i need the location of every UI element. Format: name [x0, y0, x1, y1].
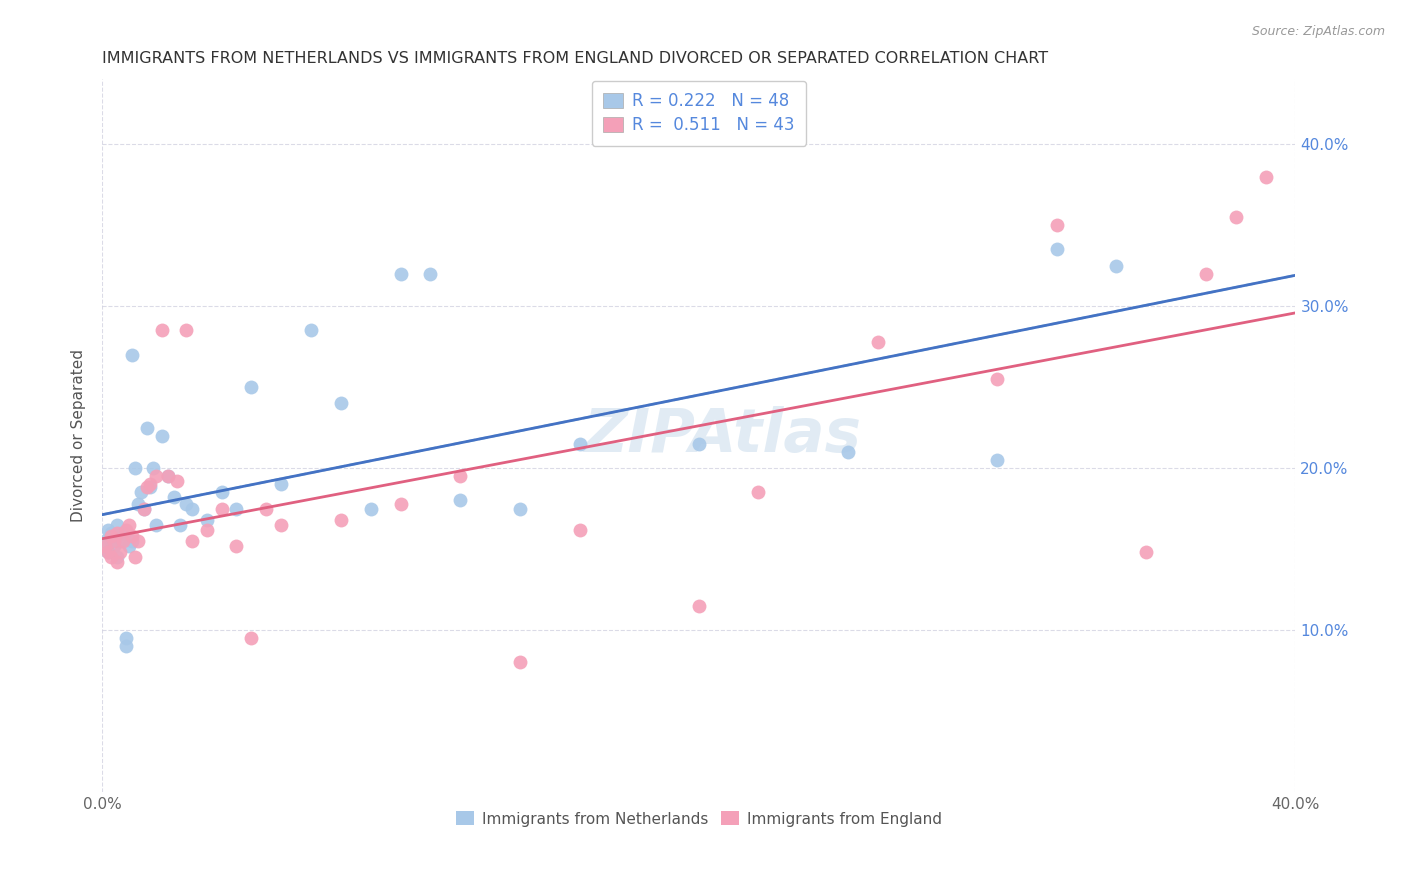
- Point: [211, 501, 233, 516]
- Point: [105, 525, 128, 540]
- Point: [121, 529, 143, 543]
- Point: [139, 477, 162, 491]
- Point: [1225, 210, 1247, 224]
- Point: [688, 436, 710, 450]
- Point: [1046, 243, 1069, 257]
- Point: [837, 445, 859, 459]
- Point: [163, 490, 186, 504]
- Point: [568, 436, 591, 450]
- Point: [145, 469, 167, 483]
- Point: [124, 461, 146, 475]
- Point: [136, 481, 159, 495]
- Point: [103, 539, 125, 553]
- Point: [360, 501, 382, 516]
- Text: Source: ZipAtlas.com: Source: ZipAtlas.com: [1251, 25, 1385, 38]
- Point: [127, 533, 149, 548]
- Point: [108, 545, 131, 559]
- Point: [115, 631, 138, 645]
- Point: [174, 323, 197, 337]
- Point: [240, 631, 263, 645]
- Point: [97, 545, 120, 559]
- Point: [986, 453, 1008, 467]
- Point: [105, 555, 128, 569]
- Point: [329, 396, 352, 410]
- Point: [156, 469, 179, 483]
- Point: [195, 513, 218, 527]
- Point: [118, 517, 141, 532]
- Point: [211, 485, 233, 500]
- Point: [100, 550, 122, 565]
- Point: [747, 485, 769, 500]
- Point: [115, 523, 138, 537]
- Y-axis label: Divorced or Separated: Divorced or Separated: [72, 349, 86, 522]
- Point: [100, 533, 122, 548]
- Point: [112, 533, 135, 548]
- Point: [329, 513, 352, 527]
- Point: [449, 469, 471, 483]
- Point: [1046, 218, 1069, 232]
- Point: [156, 469, 179, 483]
- Point: [419, 267, 441, 281]
- Point: [136, 420, 159, 434]
- Point: [270, 517, 292, 532]
- Point: [97, 545, 120, 559]
- Point: [103, 529, 125, 543]
- Point: [100, 529, 122, 543]
- Point: [150, 323, 173, 337]
- Point: [121, 348, 143, 362]
- Text: IMMIGRANTS FROM NETHERLANDS VS IMMIGRANTS FROM ENGLAND DIVORCED OR SEPARATED COR: IMMIGRANTS FROM NETHERLANDS VS IMMIGRANT…: [103, 51, 1049, 66]
- Point: [1254, 169, 1277, 184]
- Point: [118, 539, 141, 553]
- Point: [150, 428, 173, 442]
- Legend: Immigrants from Netherlands, Immigrants from England: Immigrants from Netherlands, Immigrants …: [449, 804, 949, 834]
- Point: [129, 485, 152, 500]
- Point: [124, 550, 146, 565]
- Point: [145, 517, 167, 532]
- Point: [180, 533, 202, 548]
- Point: [1195, 267, 1218, 281]
- Text: ZIPAtlas: ZIPAtlas: [583, 406, 862, 465]
- Point: [195, 523, 218, 537]
- Point: [254, 501, 277, 516]
- Point: [389, 497, 412, 511]
- Point: [108, 533, 131, 548]
- Point: [270, 477, 292, 491]
- Point: [225, 539, 247, 553]
- Point: [97, 523, 120, 537]
- Point: [115, 639, 138, 653]
- Point: [94, 533, 117, 548]
- Point: [449, 493, 471, 508]
- Point: [100, 525, 122, 540]
- Point: [103, 533, 125, 548]
- Point: [132, 501, 155, 516]
- Point: [166, 474, 188, 488]
- Point: [1105, 259, 1128, 273]
- Point: [94, 539, 117, 553]
- Point: [121, 533, 143, 548]
- Point: [105, 517, 128, 532]
- Point: [509, 501, 531, 516]
- Point: [105, 550, 128, 565]
- Point: [986, 372, 1008, 386]
- Point: [225, 501, 247, 516]
- Point: [142, 461, 165, 475]
- Point: [112, 525, 135, 540]
- Point: [1135, 545, 1157, 559]
- Point: [174, 497, 197, 511]
- Point: [568, 523, 591, 537]
- Point: [240, 380, 263, 394]
- Point: [180, 501, 202, 516]
- Point: [169, 517, 191, 532]
- Point: [509, 656, 531, 670]
- Point: [389, 267, 412, 281]
- Point: [132, 501, 155, 516]
- Point: [299, 323, 322, 337]
- Point: [688, 599, 710, 613]
- Point: [866, 334, 889, 349]
- Point: [139, 481, 162, 495]
- Point: [127, 497, 149, 511]
